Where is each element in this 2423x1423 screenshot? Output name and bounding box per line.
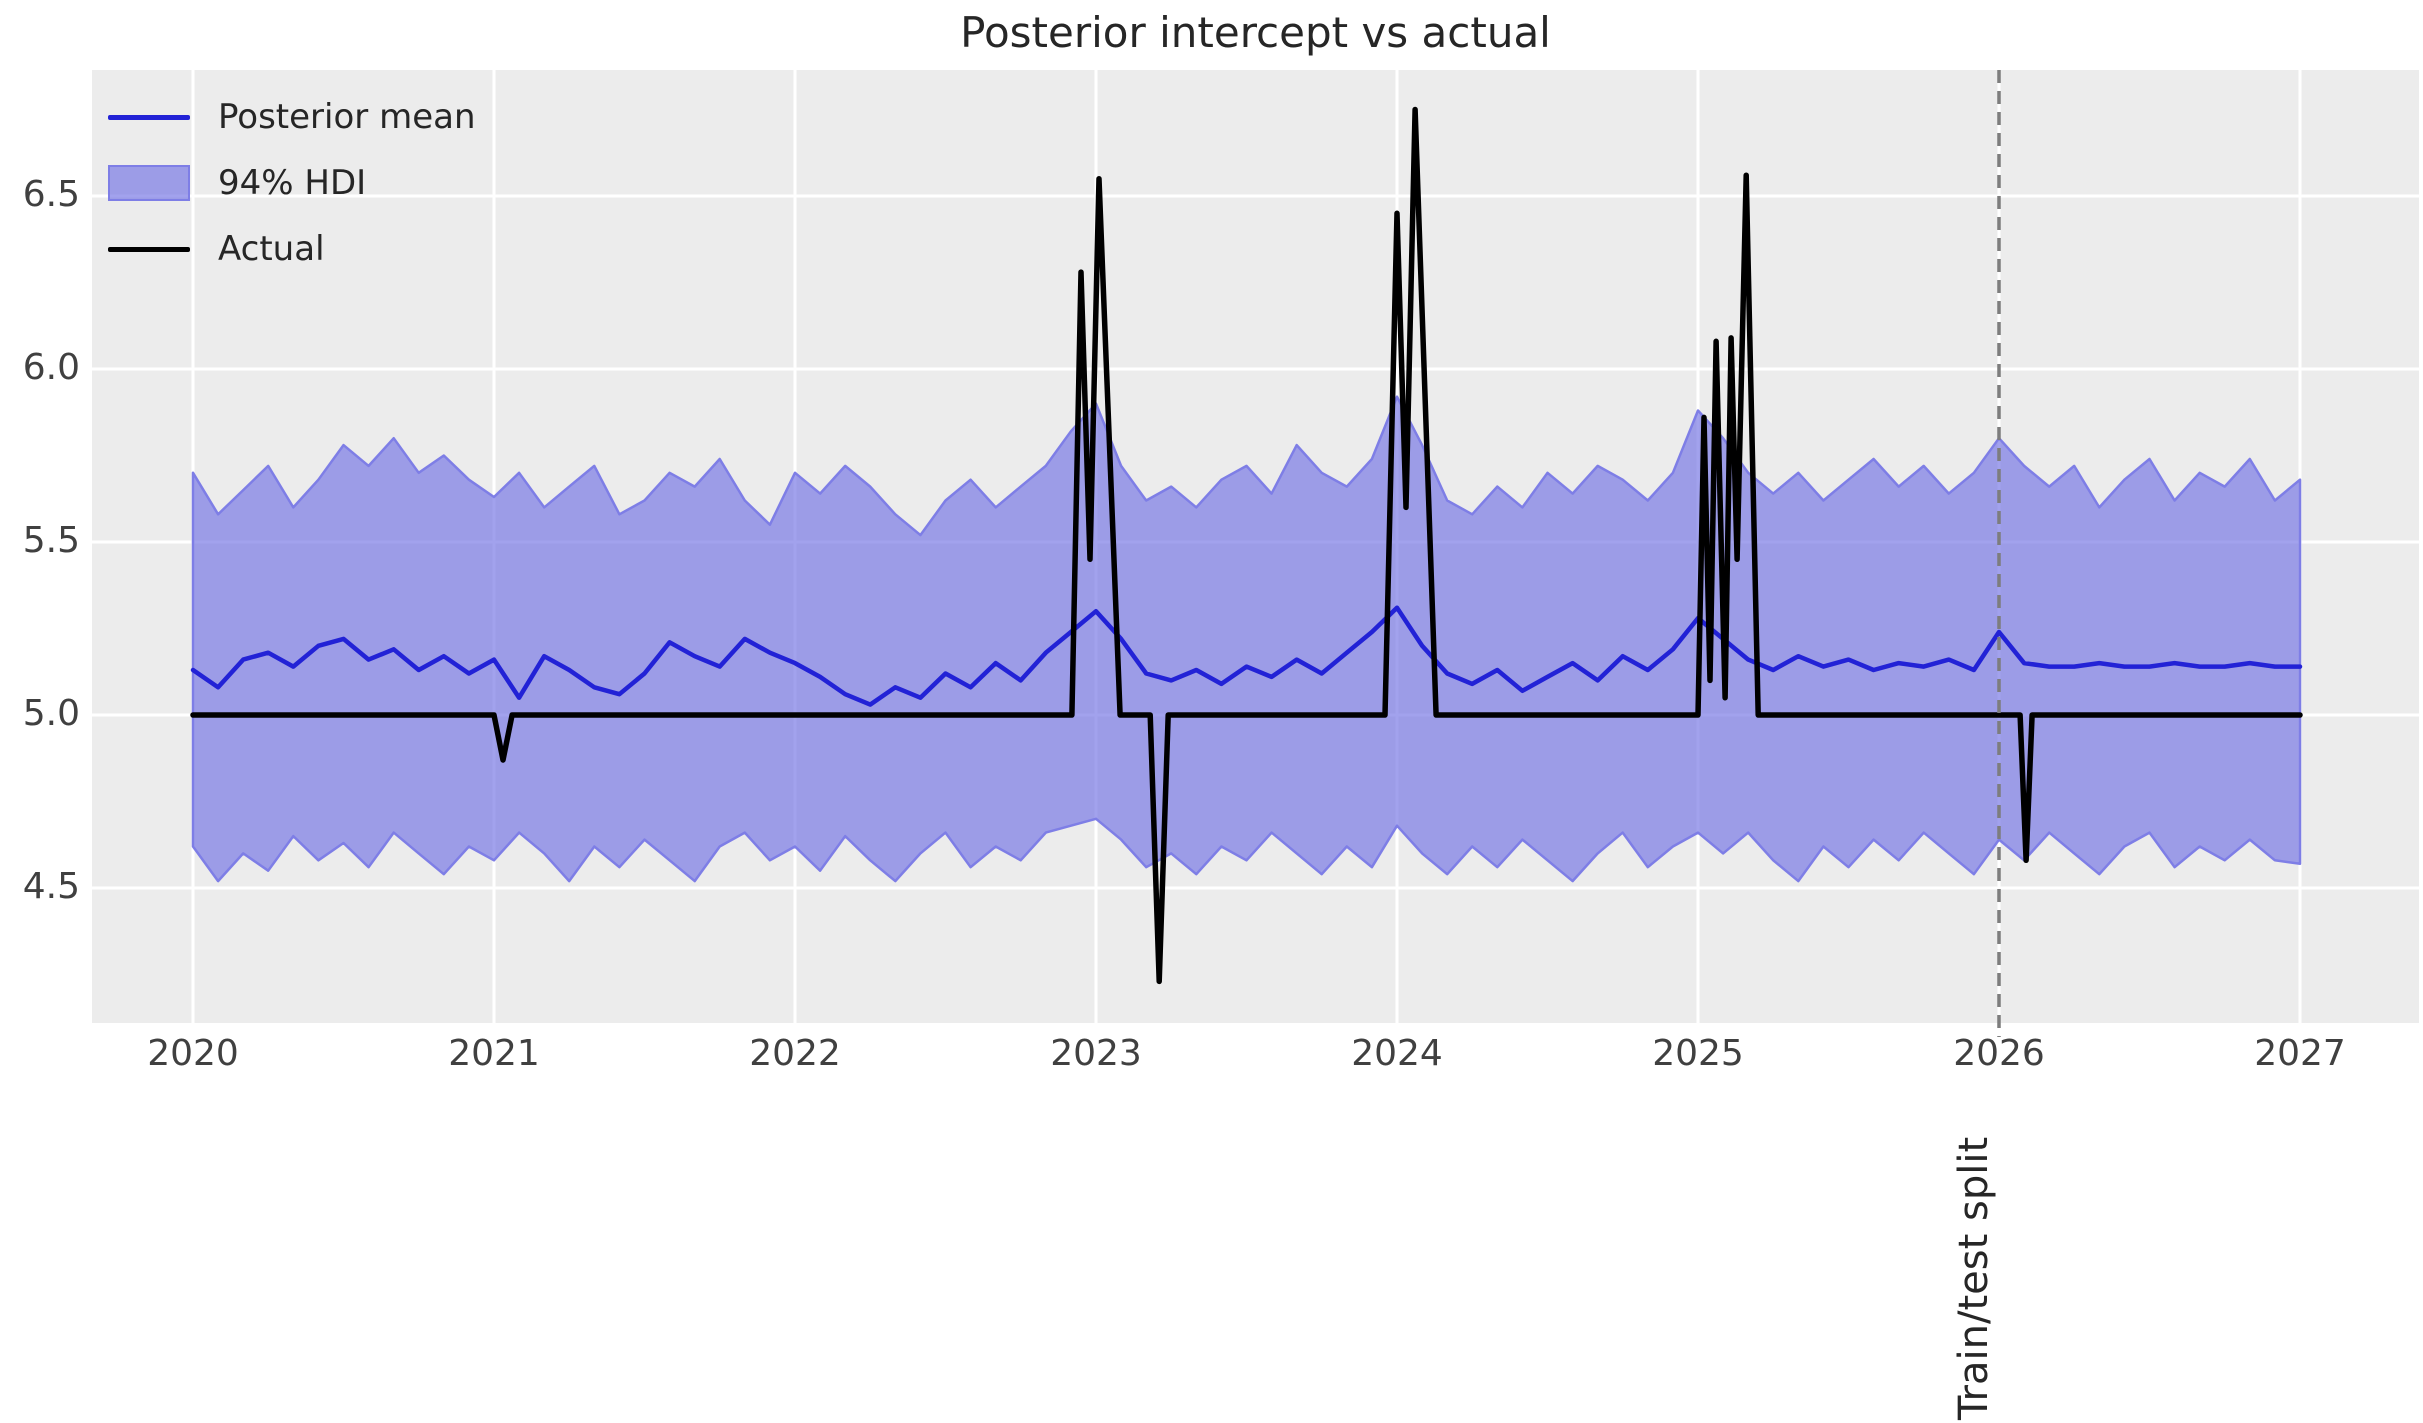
x-tick-label: 2024 — [1351, 1033, 1443, 1074]
plot-area — [92, 70, 2419, 1037]
y-tick-label: 6.5 — [22, 174, 80, 215]
x-tick-label: 2021 — [448, 1033, 540, 1074]
hdi-band-swatch — [108, 165, 190, 201]
x-tick-label: 2026 — [1953, 1033, 2045, 1074]
actual-line — [190, 106, 2303, 985]
x-tick-label: 2022 — [749, 1033, 841, 1074]
y-tick-label: 4.5 — [22, 866, 80, 907]
legend: Posterior mean 94% HDI Actual — [108, 92, 476, 274]
train-test-split-label: Train/test split — [1951, 1136, 1997, 1420]
legend-label: Posterior mean — [218, 97, 476, 137]
plot-title: Posterior intercept vs actual — [960, 8, 1551, 57]
legend-item-posterior-mean: Posterior mean — [108, 92, 476, 142]
posterior-mean-line-swatch — [108, 114, 190, 120]
chart-canvas — [92, 70, 2419, 1037]
legend-label: 94% HDI — [218, 163, 367, 203]
posterior-mean-line — [190, 605, 2303, 707]
hdi-band — [191, 395, 2302, 883]
x-tick-label: 2020 — [147, 1033, 239, 1074]
x-tick-label: 2023 — [1050, 1033, 1142, 1074]
y-tick-label: 6.0 — [22, 347, 80, 388]
legend-item-hdi: 94% HDI — [108, 158, 476, 208]
y-tick-label: 5.5 — [22, 520, 80, 561]
legend-item-actual: Actual — [108, 224, 476, 274]
legend-label: Actual — [218, 229, 325, 269]
x-tick-label: 2027 — [2254, 1033, 2346, 1074]
x-tick-label: 2025 — [1652, 1033, 1744, 1074]
actual-line-swatch — [108, 246, 190, 252]
y-tick-label: 5.0 — [22, 693, 80, 734]
